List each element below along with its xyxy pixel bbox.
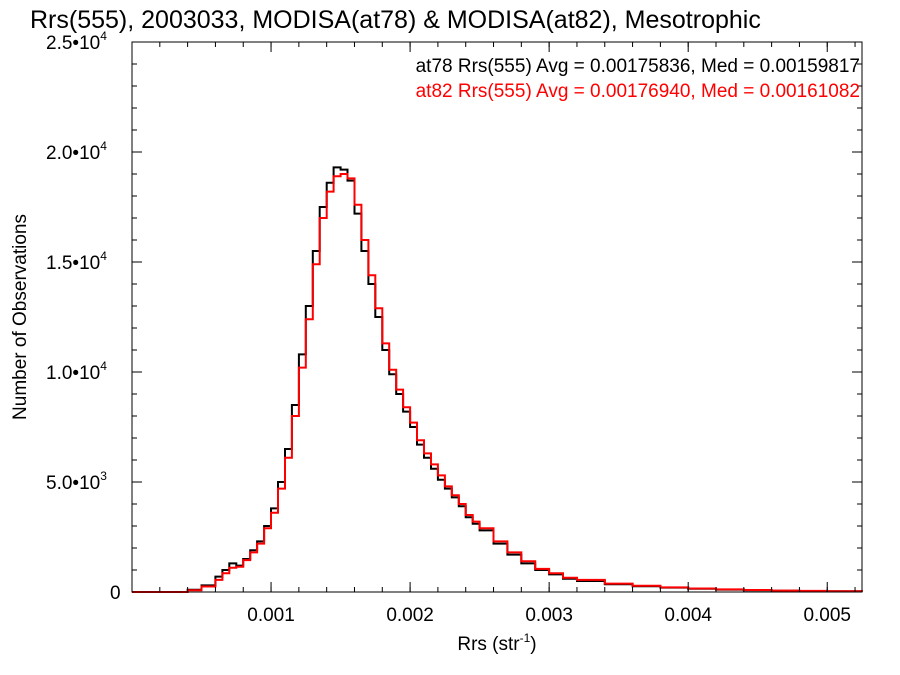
y-tick-label: 2.0•104 bbox=[46, 139, 107, 164]
series-line-at82 bbox=[132, 173, 863, 593]
x-tick-label: 0.001 bbox=[247, 605, 295, 626]
plot-area: 0.001 0.002 0.003 0.004 0.005 0 5.0•103 1.0•10… bbox=[46, 29, 863, 626]
x-axis-ticks: 0.001 0.002 0.003 0.004 0.005 bbox=[159, 42, 856, 626]
y-tick-label: 2.5•104 bbox=[46, 29, 107, 54]
legend: at78 Rrs(555) Avg = 0.00175836, Med = 0.… bbox=[416, 56, 860, 102]
x-axis-label-sup: -1 bbox=[520, 631, 531, 645]
legend-entry-at78: at78 Rrs(555) Avg = 0.00175836, Med = 0.… bbox=[416, 56, 860, 77]
x-tick-label: 0.002 bbox=[386, 605, 434, 626]
series-line-at78 bbox=[132, 166, 863, 593]
y-tick-label: 0 bbox=[110, 583, 121, 604]
y-axis-label: Number of Observations bbox=[10, 214, 31, 420]
x-tick-label: 0.004 bbox=[664, 605, 712, 626]
x-tick-label: 0.003 bbox=[525, 605, 573, 626]
y-tick-label: 1.0•104 bbox=[46, 359, 107, 384]
y-tick-label: 5.0•103 bbox=[46, 469, 107, 494]
x-axis-label-end: ) bbox=[530, 634, 536, 655]
x-tick-label: 0.005 bbox=[803, 605, 851, 626]
chart-title: Rrs(555), 2003033, MODISA(at78) & MODISA… bbox=[30, 6, 761, 34]
legend-entry-at82: at82 Rrs(555) Avg = 0.00176940, Med = 0.… bbox=[416, 81, 860, 102]
y-axis-ticks: 0 5.0•103 1.0•104 1.5•104 2.0•104 2.5•104 bbox=[46, 29, 862, 604]
x-axis-label-base: Rrs (str bbox=[457, 634, 520, 655]
plot-frame bbox=[131, 41, 863, 593]
series-layer bbox=[132, 166, 863, 593]
y-tick-label: 1.5•104 bbox=[46, 249, 107, 274]
x-axis-label: Rrs (str-1) bbox=[457, 631, 536, 655]
